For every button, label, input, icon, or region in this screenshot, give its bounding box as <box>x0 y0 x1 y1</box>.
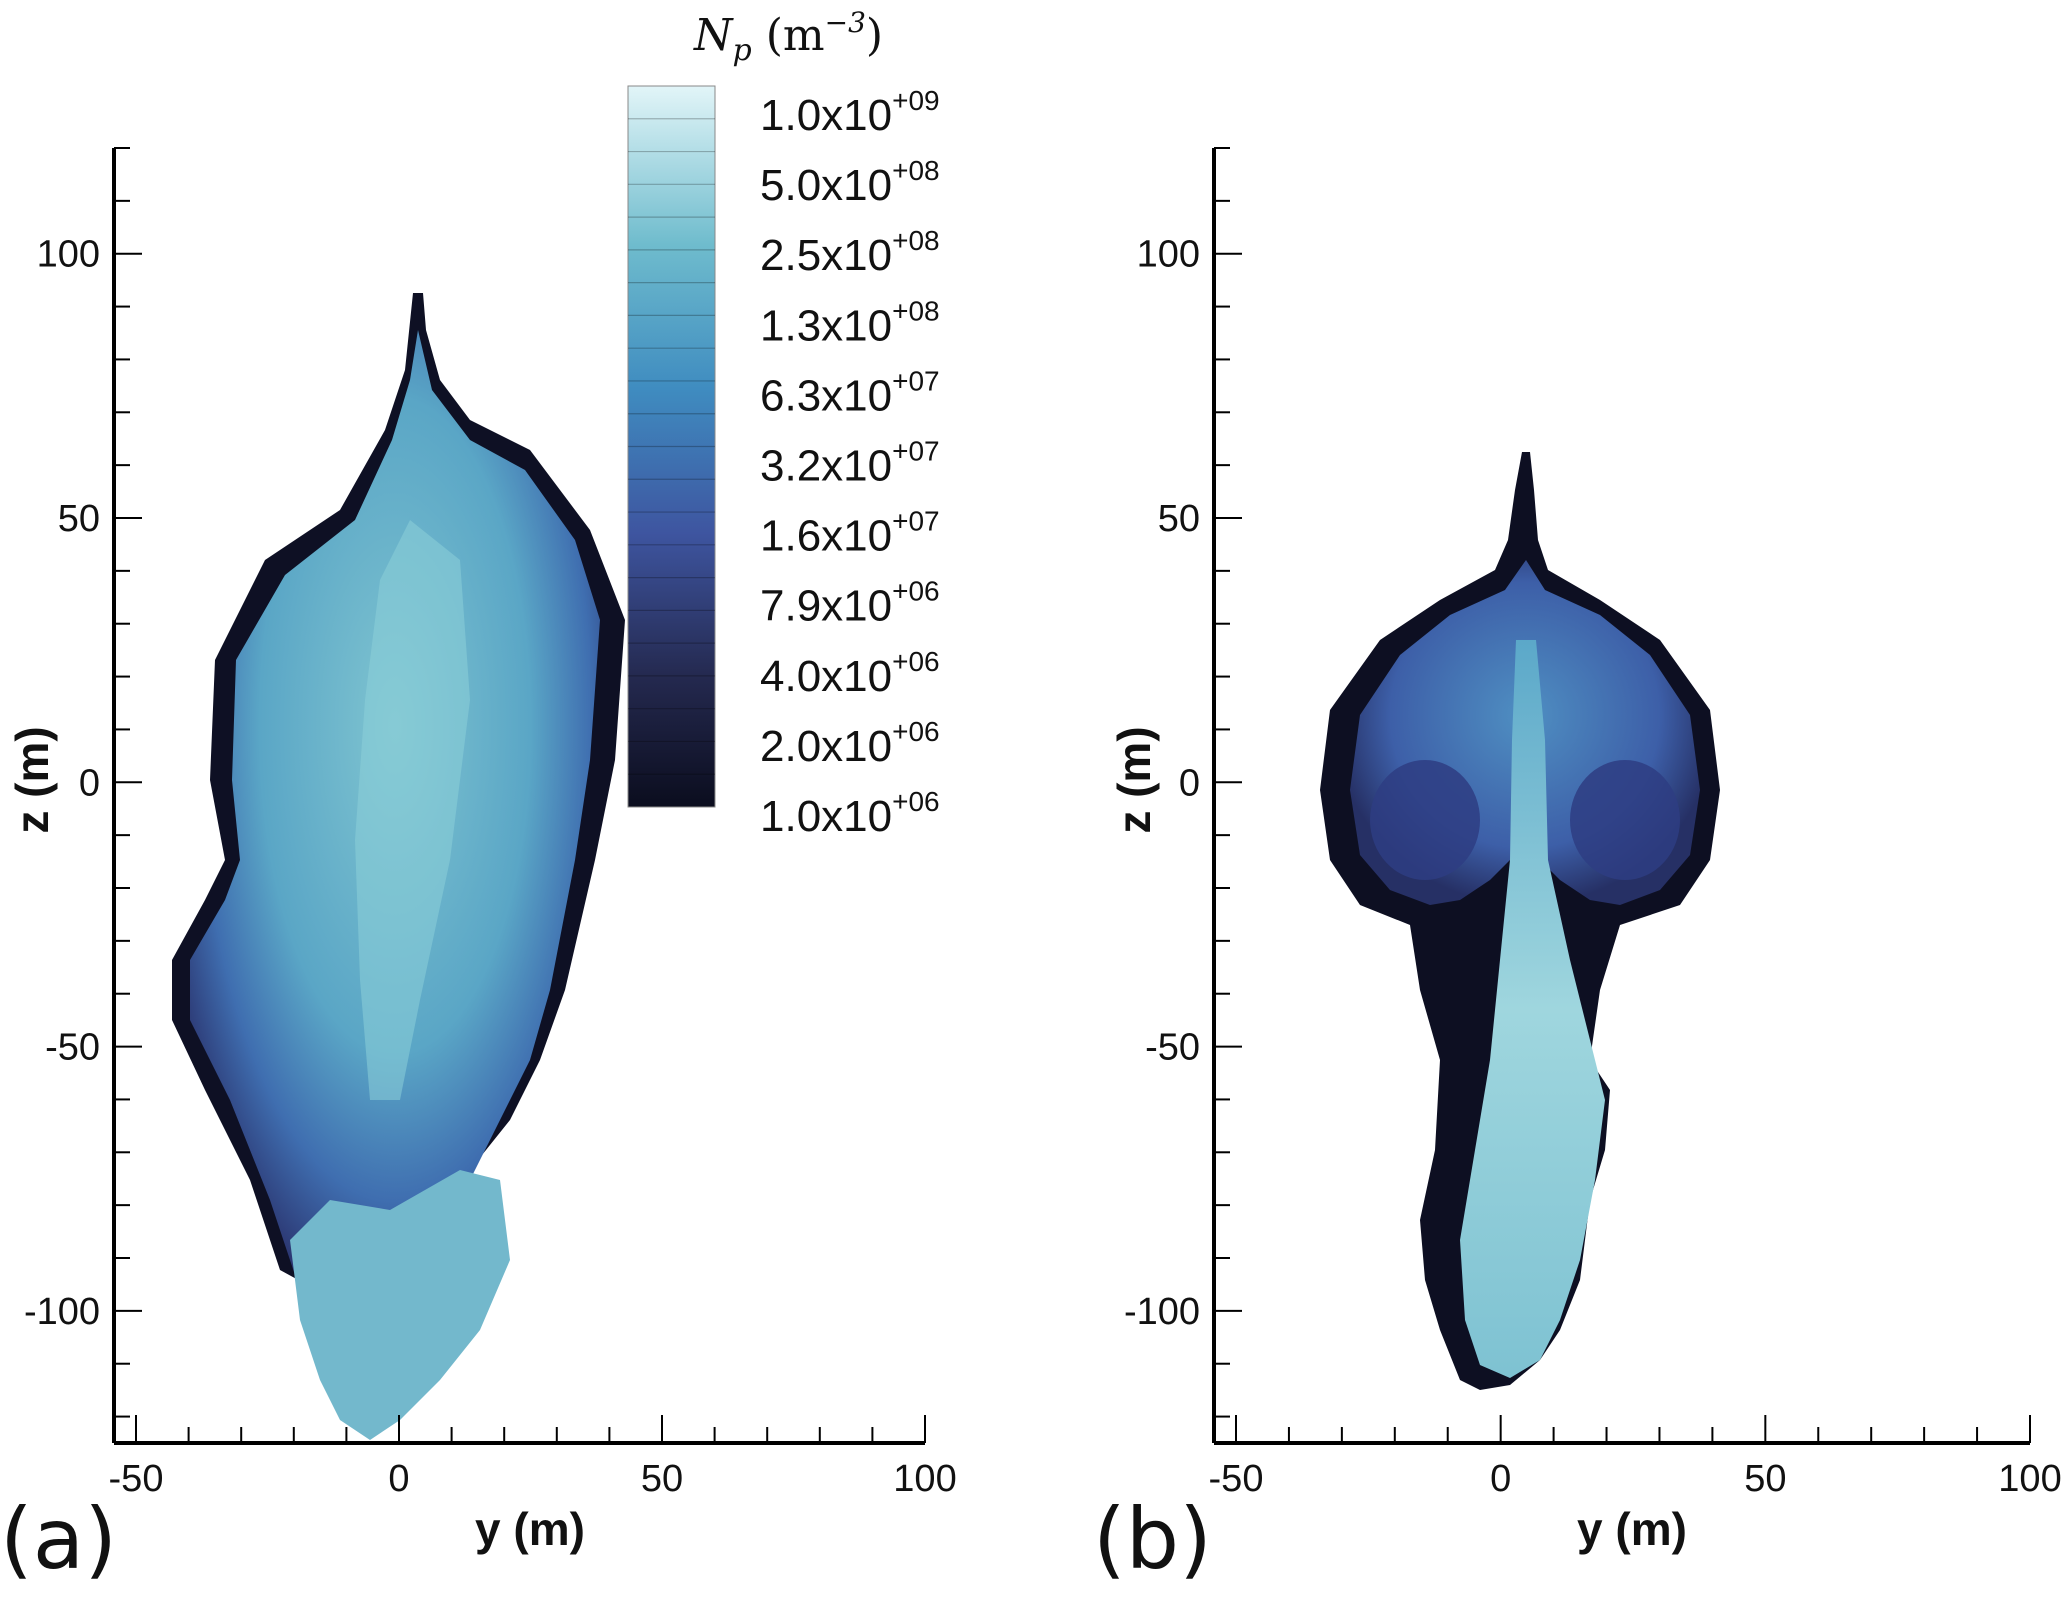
panel-b-xlabel: y (m) <box>1577 1503 1687 1555</box>
colorbar-title: Np (m−3) <box>693 6 883 68</box>
colorbar-label-mantissa: 2.0x10 <box>760 722 892 771</box>
colorbar-label: 1.3x10+08 <box>760 295 940 350</box>
colorbar-label-mantissa: 1.0x10 <box>760 91 892 140</box>
colorbar-label-exponent: +07 <box>892 365 940 396</box>
colorbar-label: 2.5x10+08 <box>760 225 940 280</box>
colorbar-label-exponent: +06 <box>892 786 940 817</box>
panel-a-xlabel: y (m) <box>475 1503 585 1555</box>
panel-a-y-tick-label: 100 <box>37 234 100 276</box>
colorbar-label-exponent: +07 <box>892 436 940 467</box>
panel-b-plume <box>1320 452 1720 1390</box>
colorbar-label-mantissa: 6.3x10 <box>760 371 892 420</box>
colorbar: Np (m−3) 1.0x10+095.0x10+082.5x10+081.3x1… <box>627 6 940 841</box>
panel-a-plume-core <box>355 520 470 1100</box>
colorbar-label: 4.0x10+06 <box>760 646 940 701</box>
colorbar-label-mantissa: 2.5x10 <box>760 231 892 280</box>
colorbar-label: 2.0x10+06 <box>760 716 940 771</box>
panel-b-x-tick-label: -50 <box>1209 1458 1264 1500</box>
panel-b-y-tick-label: -50 <box>1145 1027 1200 1069</box>
colorbar-label: 7.9x10+06 <box>760 576 940 631</box>
panel-b-x-tick-label: 100 <box>1998 1458 2061 1500</box>
panel-b-right-lobe <box>1570 760 1680 880</box>
colorbar-label-exponent: +07 <box>892 506 940 537</box>
panel-b-y-tick-label: 100 <box>1137 234 1200 276</box>
colorbar-label-mantissa: 1.3x10 <box>760 301 892 350</box>
colorbar-label: 3.2x10+07 <box>760 436 940 491</box>
colorbar-labels: 1.0x10+095.0x10+082.5x10+081.3x10+086.3x… <box>760 85 940 841</box>
panel-a-ylabel: z (m) <box>6 726 58 833</box>
panel-a-plume-tail <box>290 1170 510 1440</box>
panel-a-y-tick-label: 50 <box>58 498 100 540</box>
colorbar-label-mantissa: 1.6x10 <box>760 512 892 561</box>
panel-a-x-tick-label: 0 <box>388 1458 409 1500</box>
panel-a-y-tick-label: -50 <box>45 1027 100 1069</box>
panel-b-stem <box>1460 640 1605 1378</box>
colorbar-label-mantissa: 7.9x10 <box>760 582 892 631</box>
colorbar-label-exponent: +06 <box>892 576 940 607</box>
panel-b-y-tick-label: 0 <box>1179 762 1200 804</box>
colorbar-label: 1.0x10+09 <box>760 85 940 140</box>
colorbar-label-mantissa: 3.2x10 <box>760 442 892 491</box>
colorbar-label-mantissa: 4.0x10 <box>760 652 892 701</box>
panel-a-plume <box>172 293 625 1440</box>
colorbar-title-unit: (m <box>766 10 825 61</box>
colorbar-label-exponent: +08 <box>892 225 940 256</box>
colorbar-bar <box>627 85 716 808</box>
panel-b-x-tick-label: 0 <box>1490 1458 1511 1500</box>
panel-a-y-tick-label: -100 <box>24 1291 100 1333</box>
colorbar-title-symbol: N <box>693 10 734 61</box>
colorbar-label-mantissa: 5.0x10 <box>760 161 892 210</box>
colorbar-label-mantissa: 1.0x10 <box>760 792 892 841</box>
colorbar-label: 1.0x10+06 <box>760 786 940 841</box>
colorbar-label: 5.0x10+08 <box>760 155 940 210</box>
colorbar-label-exponent: +06 <box>892 716 940 747</box>
colorbar-label-exponent: +06 <box>892 646 940 677</box>
panel-b-y-tick-label: 50 <box>1158 498 1200 540</box>
colorbar-title-sub: p <box>733 33 752 68</box>
panel-b-ylabel: z (m) <box>1108 726 1160 833</box>
panel-b-axes: -100 -50 0 50 100 -50 0 50 100 <box>1124 147 2062 1500</box>
colorbar-title-close: ) <box>866 10 883 61</box>
colorbar-label: 6.3x10+07 <box>760 365 940 420</box>
colorbar-label-exponent: +08 <box>892 295 940 326</box>
panel-a-y-tick-label: 0 <box>79 762 100 804</box>
panel-b-x-tick-label: 50 <box>1744 1458 1786 1500</box>
panel-a-letter: (a) <box>0 1490 117 1588</box>
colorbar-title-unit-sup: −3 <box>825 6 866 39</box>
colorbar-bands <box>628 118 715 775</box>
colorbar-label-exponent: +08 <box>892 155 940 186</box>
panel-a-x-tick-label: 100 <box>893 1458 956 1500</box>
panel-a-axes: -100 -50 0 50 100 -50 0 50 100 <box>24 147 957 1500</box>
panel-b-letter: (b) <box>1093 1490 1212 1588</box>
colorbar-label-exponent: +09 <box>892 85 940 116</box>
panel-a-x-tick-label: 50 <box>641 1458 683 1500</box>
panel-b-left-lobe <box>1370 760 1480 880</box>
colorbar-label: 1.6x10+07 <box>760 506 940 561</box>
panel-a-x-tick-label: -50 <box>109 1458 164 1500</box>
panel-b-y-tick-label: -100 <box>1124 1291 1200 1333</box>
